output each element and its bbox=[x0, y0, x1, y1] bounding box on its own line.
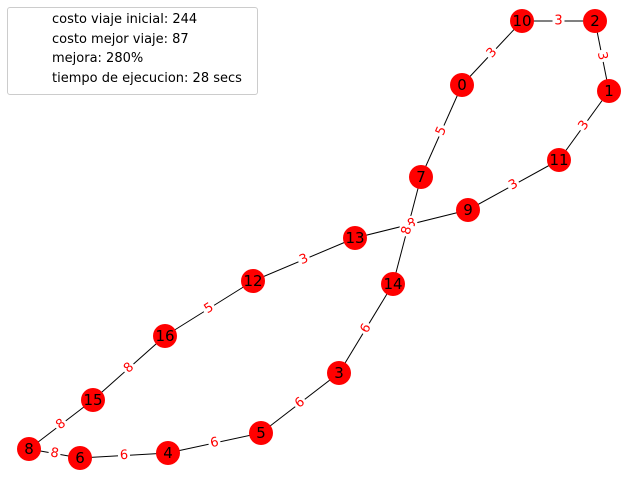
edge-weight-text: 8 bbox=[399, 225, 416, 237]
node-label: 9 bbox=[463, 201, 473, 219]
edge-label-background bbox=[51, 414, 71, 435]
edge-label-5-3: 6 bbox=[290, 393, 310, 413]
node-label: 1 bbox=[604, 82, 614, 100]
node-circle bbox=[510, 9, 534, 33]
node-6: 6 bbox=[68, 446, 92, 470]
edge-label-1-11: 3 bbox=[574, 115, 594, 136]
node-label: 3 bbox=[334, 364, 344, 382]
edge-label-14-7: 8 bbox=[397, 222, 417, 239]
node-circle bbox=[81, 388, 105, 412]
edge-label-background bbox=[592, 48, 612, 64]
node-label: 14 bbox=[383, 275, 402, 293]
node-circle bbox=[17, 437, 41, 461]
node-circle bbox=[456, 198, 480, 222]
edge-label-4-5: 6 bbox=[206, 433, 223, 453]
node-label: 8 bbox=[24, 440, 34, 458]
node-4: 4 bbox=[156, 441, 180, 465]
node-label: 10 bbox=[512, 12, 531, 30]
node-7: 7 bbox=[409, 165, 433, 189]
edge-label-background bbox=[431, 122, 452, 140]
node-1: 1 bbox=[597, 79, 621, 103]
legend-entry-improvement: mejora: 280% bbox=[52, 51, 144, 66]
node-15: 15 bbox=[81, 388, 105, 412]
edge-label-8-6: 8 bbox=[47, 444, 62, 463]
edge-weight-text: 3 bbox=[594, 50, 610, 61]
node-0: 0 bbox=[450, 73, 474, 97]
node-circle bbox=[153, 324, 177, 348]
edge-label-background bbox=[295, 249, 313, 270]
node-9: 9 bbox=[456, 198, 480, 222]
edge-label-background bbox=[504, 175, 523, 195]
node-8: 8 bbox=[17, 437, 41, 461]
edge-label-background bbox=[482, 43, 502, 63]
edge-label-background bbox=[47, 444, 62, 463]
node-circle bbox=[156, 441, 180, 465]
edge-label-background bbox=[552, 13, 565, 29]
edge-label-11-9: 3 bbox=[504, 175, 523, 195]
node-circle bbox=[343, 226, 367, 250]
node-3: 3 bbox=[327, 361, 351, 385]
edge-label-background bbox=[117, 447, 131, 464]
node-11: 11 bbox=[547, 148, 571, 172]
node-13: 13 bbox=[343, 226, 367, 250]
edge-weight-text: 8 bbox=[49, 445, 60, 461]
node-12: 12 bbox=[241, 269, 265, 293]
node-16: 16 bbox=[153, 324, 177, 348]
node-circle bbox=[381, 272, 405, 296]
edge-label-16-15: 8 bbox=[119, 358, 139, 378]
node-label: 7 bbox=[416, 168, 426, 186]
node-label: 2 bbox=[590, 12, 600, 30]
edge-label-background bbox=[119, 358, 139, 378]
node-label: 13 bbox=[345, 229, 364, 247]
legend-entry-best-cost: costo mejor viaje: 87 bbox=[52, 31, 189, 47]
edge-label-0-10: 3 bbox=[482, 43, 502, 63]
edge-label-background bbox=[397, 222, 417, 239]
edge-label-13-12: 3 bbox=[295, 249, 313, 270]
node-label: 4 bbox=[163, 444, 173, 462]
node-circle bbox=[241, 269, 265, 293]
node-circle bbox=[327, 361, 351, 385]
edge-weight-text: 8 bbox=[406, 216, 418, 233]
edge-label-background bbox=[356, 319, 376, 338]
node-label: 5 bbox=[256, 424, 266, 442]
node-circle bbox=[547, 148, 571, 172]
node-10: 10 bbox=[510, 9, 534, 33]
edge-label-10-2: 3 bbox=[552, 13, 565, 29]
edge-weight-text: 3 bbox=[554, 14, 562, 29]
node-2: 2 bbox=[583, 9, 607, 33]
node-circle bbox=[597, 79, 621, 103]
edge-label-background bbox=[206, 433, 223, 453]
node-label: 12 bbox=[243, 272, 262, 290]
node-label: 11 bbox=[549, 151, 568, 169]
edge-label-3-14: 6 bbox=[356, 319, 376, 338]
edge-label-12-16: 5 bbox=[199, 298, 219, 319]
node-circle bbox=[68, 446, 92, 470]
edge-weight-text: 6 bbox=[209, 435, 220, 451]
edge-label-7-0: 5 bbox=[431, 122, 452, 140]
node-label: 6 bbox=[75, 449, 85, 467]
edge-weight-text: 6 bbox=[119, 448, 128, 463]
legend-box: costo viaje inicial: 244 costo mejor via… bbox=[7, 7, 258, 95]
node-label: 0 bbox=[457, 76, 467, 94]
edge-label-background bbox=[574, 115, 594, 136]
node-circle bbox=[249, 421, 273, 445]
node-circle bbox=[583, 9, 607, 33]
legend-entry-runtime: tiempo de ejecucion: 28 secs bbox=[52, 70, 242, 86]
node-circle bbox=[409, 165, 433, 189]
edge-label-6-4: 6 bbox=[117, 447, 131, 464]
legend-entry-initial-cost: costo viaje inicial: 244 bbox=[52, 12, 198, 27]
edge-label-15-8: 8 bbox=[51, 414, 71, 435]
node-5: 5 bbox=[249, 421, 273, 445]
node-label: 15 bbox=[83, 391, 102, 409]
node-circle bbox=[450, 73, 474, 97]
edge-label-background bbox=[290, 393, 310, 413]
edge-label-background bbox=[199, 298, 219, 319]
node-14: 14 bbox=[381, 272, 405, 296]
node-label: 16 bbox=[155, 327, 174, 345]
edge-label-2-1: 3 bbox=[592, 48, 612, 64]
